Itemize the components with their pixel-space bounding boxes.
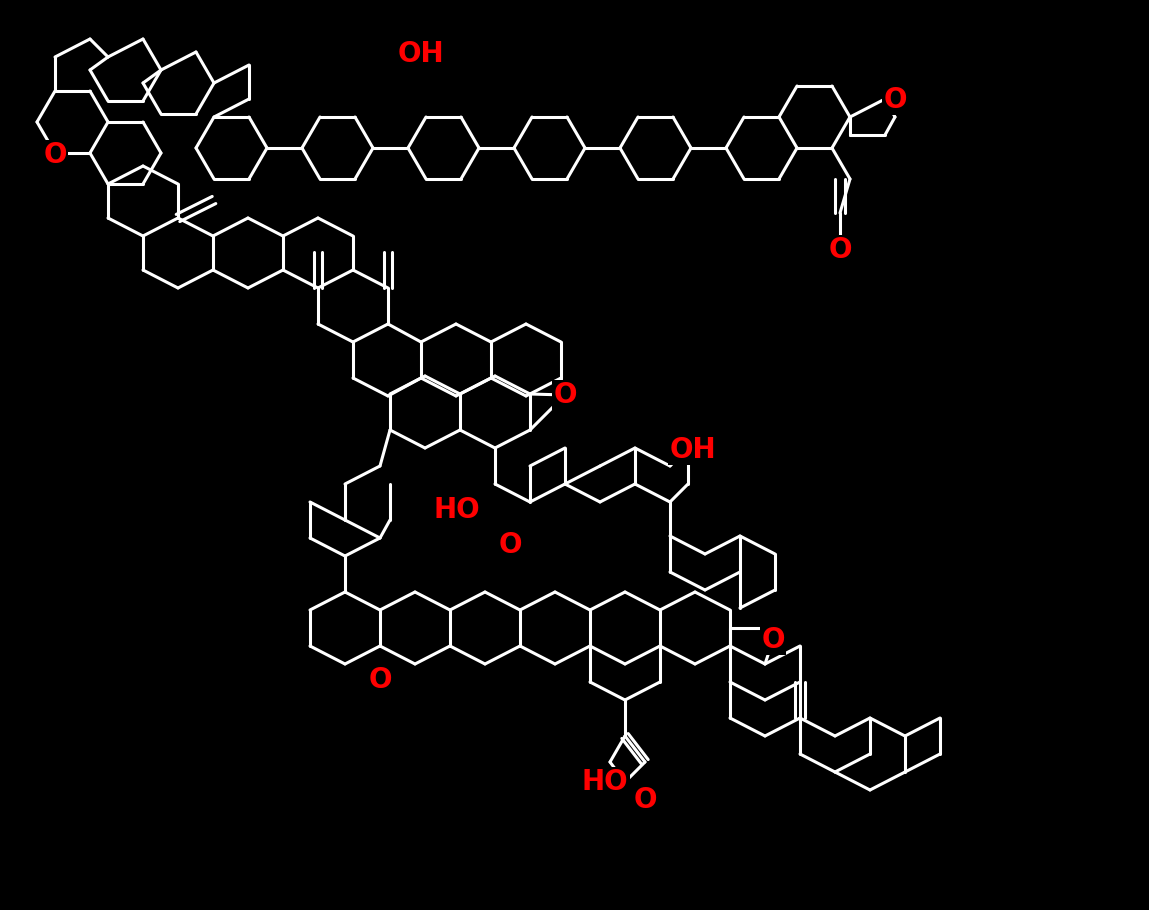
- Text: O: O: [884, 86, 907, 114]
- Text: O: O: [499, 531, 522, 559]
- Text: OH: OH: [398, 40, 445, 68]
- Text: O: O: [633, 786, 657, 814]
- Text: HO: HO: [581, 768, 629, 796]
- Text: O: O: [762, 626, 785, 654]
- Text: OH: OH: [670, 436, 716, 464]
- Text: HO: HO: [433, 496, 480, 524]
- Text: O: O: [828, 236, 851, 264]
- Text: O: O: [44, 141, 67, 169]
- Text: O: O: [368, 666, 392, 694]
- Text: O: O: [554, 381, 577, 409]
